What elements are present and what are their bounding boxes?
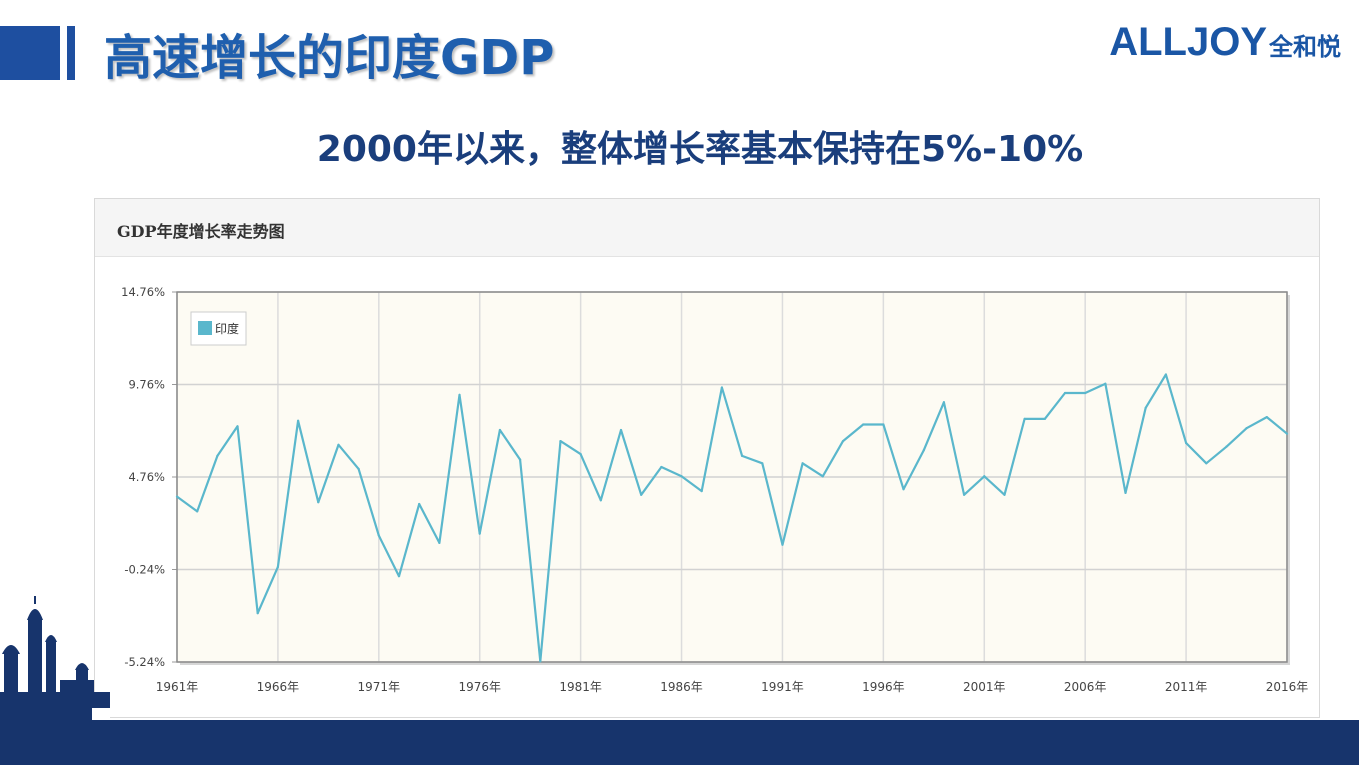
data-point xyxy=(882,423,885,426)
data-point xyxy=(700,489,703,493)
data-point xyxy=(357,467,360,470)
data-point xyxy=(498,428,502,432)
x-tick-label: 2006年 xyxy=(1064,680,1107,694)
data-point xyxy=(1003,493,1006,496)
legend-swatch xyxy=(198,321,212,335)
data-point xyxy=(1104,382,1107,385)
data-point xyxy=(1225,445,1228,448)
data-point xyxy=(175,495,179,498)
x-tick-label: 1971年 xyxy=(358,680,401,694)
data-point xyxy=(518,458,522,461)
x-tick-label: 2016年 xyxy=(1266,680,1309,694)
data-point xyxy=(942,401,946,404)
y-tick-label: -5.24% xyxy=(124,655,165,669)
data-point xyxy=(539,660,542,663)
data-point xyxy=(1184,441,1188,445)
x-tick-label: 2011年 xyxy=(1165,680,1208,694)
data-point xyxy=(458,393,461,396)
data-point xyxy=(196,510,199,513)
data-point xyxy=(740,454,744,458)
data-point xyxy=(317,501,320,504)
data-point xyxy=(619,428,623,432)
logo-text: ALLJOY xyxy=(1109,20,1267,64)
data-point xyxy=(438,541,441,544)
data-point xyxy=(962,493,966,496)
data-point xyxy=(478,532,481,535)
data-point xyxy=(256,612,259,615)
legend-box xyxy=(190,311,247,346)
data-point xyxy=(276,565,280,569)
data-point xyxy=(1265,415,1268,419)
data-point xyxy=(862,423,865,426)
data-point xyxy=(1205,462,1208,465)
data-point xyxy=(579,452,582,456)
data-point xyxy=(761,462,764,465)
page-title: 高速增长的印度GDP xyxy=(104,30,555,86)
data-point xyxy=(397,575,401,578)
building-skyline-icon xyxy=(0,596,110,720)
data-point xyxy=(1164,373,1168,376)
data-point xyxy=(902,488,905,491)
brand-logo: ALLJOY全和悦 xyxy=(1109,20,1341,65)
data-point xyxy=(216,454,219,458)
data-point xyxy=(801,462,804,465)
data-point xyxy=(337,443,340,446)
x-tick-label: 2001年 xyxy=(963,680,1006,694)
x-tick-label: 1966年 xyxy=(257,680,300,694)
data-point xyxy=(821,475,824,478)
data-point xyxy=(1144,406,1147,409)
series-line-india xyxy=(176,373,1288,663)
data-point xyxy=(983,475,986,478)
x-tick-label: 1961年 xyxy=(156,680,199,694)
slide-subtitle: 2000年以来，整体增长率基本保持在5%-10% xyxy=(316,129,1084,170)
y-tick-label: 14.76% xyxy=(121,285,165,299)
data-point xyxy=(377,534,380,537)
data-point xyxy=(922,449,925,452)
data-point xyxy=(1023,417,1026,421)
data-point xyxy=(1063,391,1067,395)
data-point xyxy=(781,543,784,546)
data-point xyxy=(640,493,643,496)
chart-panel: GDP年度增长率走势图 1961年 1966年 1971年 1976年 1981年 198… xyxy=(94,198,1320,718)
data-point xyxy=(1285,432,1289,435)
legend-label: 印度 xyxy=(215,321,239,336)
x-tick-label: 1976年 xyxy=(458,680,501,694)
data-point xyxy=(296,419,300,422)
header-accent-bar xyxy=(67,26,75,80)
data-point xyxy=(720,386,724,389)
data-point xyxy=(418,502,421,506)
data-point xyxy=(1124,491,1127,495)
plot-border xyxy=(176,291,1288,663)
data-point xyxy=(236,425,239,428)
chart-panel-title: GDP年度增长率走势图 xyxy=(95,199,1319,257)
y-tick-label: 4.76% xyxy=(128,470,165,484)
data-point xyxy=(1245,427,1248,430)
data-point xyxy=(1084,391,1087,395)
x-tick-label: 1991年 xyxy=(761,680,804,694)
y-tick-label: -0.24% xyxy=(124,563,165,577)
footer-bar xyxy=(0,720,1359,765)
logo-subtext: 全和悦 xyxy=(1269,33,1341,61)
data-point xyxy=(660,465,663,469)
data-point xyxy=(841,440,845,443)
data-point xyxy=(599,499,602,502)
x-tick-label: 1996年 xyxy=(862,680,905,694)
header-accent-block xyxy=(0,26,60,80)
data-point xyxy=(680,475,683,478)
data-point xyxy=(559,440,562,443)
data-point xyxy=(1043,417,1046,421)
y-tick-label: 9.76% xyxy=(128,378,165,392)
gdp-growth-chart: 1961年 1966年 1971年 1976年 1981年 1986年 1991年 1996年… xyxy=(121,285,1309,694)
x-tick-label: 1981年 xyxy=(559,680,602,694)
x-tick-label: 1986年 xyxy=(660,680,703,694)
